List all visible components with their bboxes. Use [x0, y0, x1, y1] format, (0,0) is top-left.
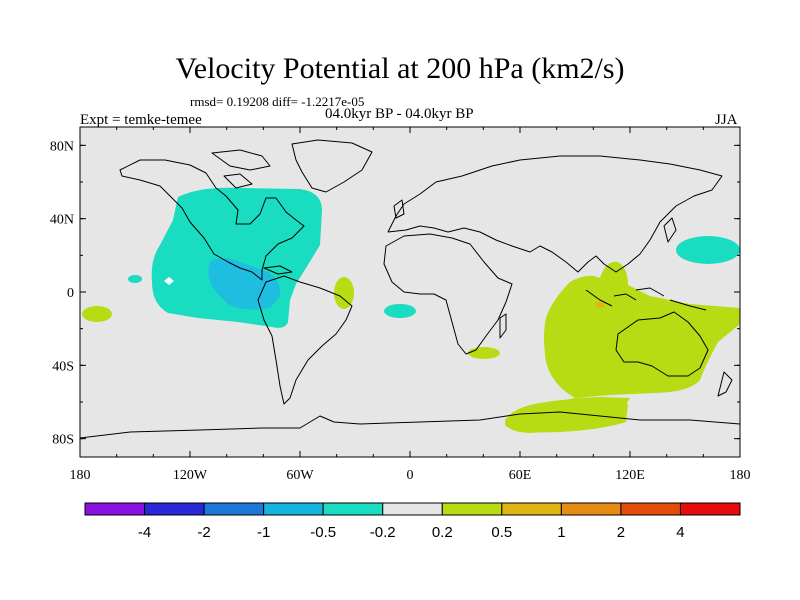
colorbar-swatch	[620, 502, 681, 516]
coast-maritime-continent	[585, 287, 707, 311]
x-tick-label: 0	[407, 468, 414, 483]
colorbar-swatch	[679, 502, 741, 516]
coast-australia	[615, 311, 709, 377]
colorbar-label: -0.2	[370, 524, 396, 541]
y-tick-label: 80S	[52, 433, 74, 448]
colorbar-swatch	[84, 502, 146, 516]
positive-core-maritime	[595, 302, 605, 308]
x-tick-label: 180	[730, 468, 751, 483]
period-label: 04.0kyr BP - 04.0kyr BP	[325, 106, 474, 122]
colorbar-label: 0.2	[432, 524, 453, 541]
colorbar-swatch	[560, 502, 622, 516]
season-label: JJA	[715, 112, 738, 128]
negative-patch-pacific	[676, 236, 740, 264]
y-tick-label: 40S	[52, 359, 74, 374]
positive-region-indian-ocean	[505, 261, 740, 433]
coast-caribbean	[263, 265, 293, 275]
plot-title: Velocity Potential at 200 hPa (km2/s)	[175, 52, 625, 85]
coast-japan	[663, 217, 677, 243]
colorbar-label: -2	[197, 524, 210, 541]
colorbar-swatch	[382, 502, 443, 516]
negative-patch-atlantic	[384, 304, 416, 318]
colorbar	[84, 502, 741, 516]
colorbar-swatch	[203, 502, 265, 516]
positive-patch-south-atlantic	[468, 347, 500, 359]
colorbar-labels: -4 -2 -1 -0.5 -0.2 0.2 0.5 1 2 4	[138, 524, 685, 541]
experiment-label: Expt = temke-temee	[80, 112, 202, 128]
y-tick-label: 80N	[50, 139, 74, 154]
colorbar-label: 1	[557, 524, 565, 541]
x-axis-labels: 180 120W 60W 0 60E 120E 180	[70, 468, 751, 483]
coast-south-america	[257, 275, 353, 405]
y-tick-label: 0	[67, 286, 74, 301]
contour-fills	[82, 187, 740, 433]
y-tick-label: 40N	[50, 213, 74, 228]
coastlines	[79, 139, 741, 439]
colorbar-label: -4	[138, 524, 151, 541]
axis-ticks	[79, 127, 741, 457]
colorbar-swatch	[263, 502, 324, 516]
negative-patch-west-pacific	[128, 275, 142, 283]
coast-north-america	[119, 159, 305, 281]
coast-uk	[393, 199, 405, 219]
coast-africa	[383, 233, 513, 355]
small-white-patch	[164, 277, 174, 285]
positive-patch-east-pacific	[82, 306, 112, 322]
x-tick-label: 60W	[286, 468, 314, 483]
colorbar-swatch	[322, 502, 384, 516]
x-tick-label: 120W	[173, 468, 208, 483]
positive-region-southern	[505, 398, 628, 433]
colorbar-label: 0.5	[491, 524, 512, 541]
colorbar-label: 4	[676, 524, 684, 541]
colorbar-swatch	[501, 502, 562, 516]
x-tick-label: 60E	[509, 468, 532, 483]
colorbar-swatch	[144, 502, 205, 516]
colorbar-label: 2	[617, 524, 625, 541]
coast-arctic-islands	[211, 149, 271, 189]
x-tick-label: 180	[70, 468, 91, 483]
positive-patch-brazil	[334, 277, 354, 309]
coast-eurasia	[387, 155, 723, 273]
colorbar-label: -1	[257, 524, 270, 541]
y-axis-labels: 80N 40N 0 40S 80S	[50, 139, 74, 447]
colorbar-swatch	[441, 502, 503, 516]
coast-greenland	[291, 139, 373, 193]
colorbar-label: -0.5	[310, 524, 336, 541]
coast-new-zealand	[717, 371, 733, 397]
stats-label: rmsd= 0.19208 diff= -1.2217e-05	[190, 94, 365, 109]
x-tick-label: 120E	[615, 468, 645, 483]
coast-madagascar	[499, 313, 507, 339]
coast-antarctica	[79, 411, 741, 439]
